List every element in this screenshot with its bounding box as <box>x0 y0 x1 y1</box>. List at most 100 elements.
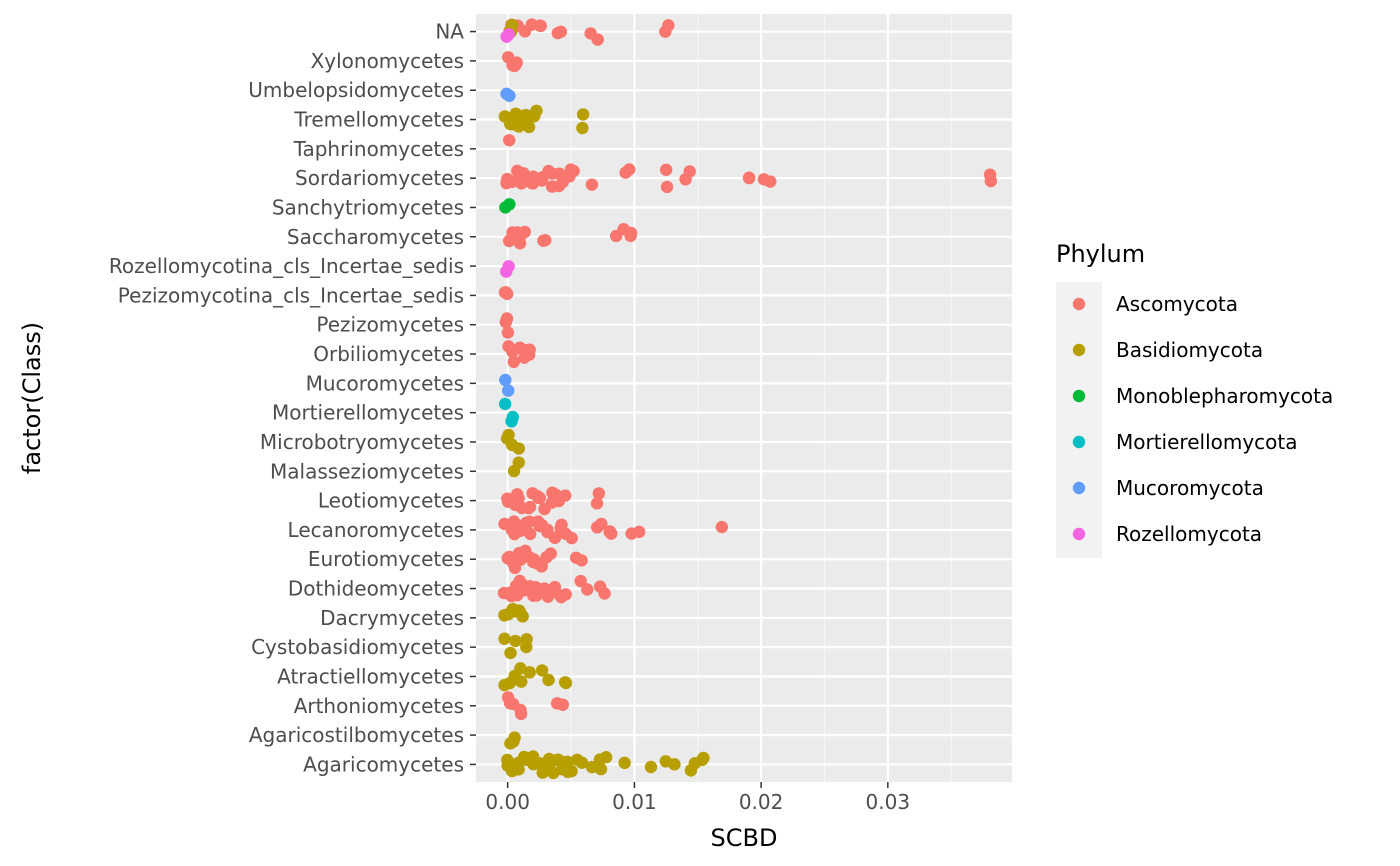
data-point <box>520 640 533 654</box>
y-tick-label: Rozellomycotina_cls_Incertae_sedis <box>109 254 464 278</box>
data-point <box>523 666 536 679</box>
data-point <box>511 488 524 501</box>
data-point <box>503 550 516 564</box>
data-point <box>618 756 631 770</box>
data-point <box>514 662 527 675</box>
data-point <box>500 312 514 325</box>
y-tick-label: Agaricomycetes <box>303 752 464 776</box>
legend-label: Basidiomycota <box>1116 338 1263 362</box>
data-point <box>591 33 604 46</box>
data-point <box>500 287 514 301</box>
data-point <box>595 517 608 531</box>
data-point <box>501 326 515 339</box>
data-point <box>574 574 587 588</box>
y-tick-label: Dothideomycetes <box>288 577 464 601</box>
data-point <box>537 234 550 247</box>
data-point <box>576 121 589 135</box>
data-point <box>561 755 574 768</box>
data-point <box>764 175 777 188</box>
data-point <box>668 758 681 771</box>
data-point <box>530 589 543 602</box>
y-tick-label: Pezizomycotina_cls_Incertae_sedis <box>118 283 464 307</box>
data-point <box>512 120 526 133</box>
y-tick-label: Eurotiomycetes <box>308 547 464 571</box>
legend-label: Ascomycota <box>1116 292 1238 316</box>
data-point <box>559 489 572 502</box>
data-point <box>632 525 646 539</box>
y-tick-label: Mortierellomycetes <box>272 401 464 425</box>
data-point <box>498 632 511 645</box>
data-point <box>533 19 547 32</box>
legend: Phylum Ascomycota Basidiomycota Monoblepha… <box>1056 240 1333 558</box>
data-point <box>984 174 998 188</box>
data-point <box>512 763 525 776</box>
legend-label: Mucoromycota <box>1116 476 1264 500</box>
data-point <box>508 59 521 73</box>
y-tick-label: Cystobasidiomycetes <box>251 635 464 659</box>
x-tick-label: 0.00 <box>485 790 530 814</box>
data-point <box>662 19 675 32</box>
x-axis-tick-labels: 0.00 0.01 0.02 0.03 <box>485 782 910 814</box>
y-tick-label: Dacrymycetes <box>320 606 464 630</box>
data-point <box>590 497 604 510</box>
data-point <box>504 646 517 660</box>
data-point <box>506 175 519 188</box>
x-tick-label: 0.01 <box>612 790 657 814</box>
data-point <box>507 515 521 528</box>
y-tick-label: Lecanoromycetes <box>288 518 464 542</box>
legend-entries: Ascomycota Basidiomycota Monoblepharomycot… <box>1072 292 1333 546</box>
data-point <box>516 610 529 623</box>
legend-key-dot <box>1072 527 1086 541</box>
data-point <box>499 201 512 214</box>
data-point <box>535 664 549 677</box>
data-point <box>660 180 674 194</box>
data-point <box>592 487 606 500</box>
data-point <box>564 163 577 176</box>
y-tick-label: Taphrinomycetes <box>293 137 464 161</box>
y-tick-label: Arthoniomycetes <box>294 694 464 718</box>
data-point <box>585 178 599 191</box>
data-point <box>523 515 536 528</box>
data-point <box>514 707 528 721</box>
data-point <box>523 500 537 514</box>
y-tick-label: Agaricostilbomycetes <box>249 723 464 747</box>
data-point <box>644 760 658 774</box>
data-point <box>715 520 729 534</box>
y-tick-label: NA <box>435 20 464 44</box>
data-point <box>512 456 525 469</box>
y-tick-label: Mucoromycetes <box>306 371 464 395</box>
data-point <box>594 762 608 776</box>
data-point <box>742 171 756 185</box>
data-point <box>506 410 520 424</box>
legend-label: Mortierellomycota <box>1116 430 1298 454</box>
x-tick-label: 0.03 <box>866 790 911 814</box>
data-point <box>523 527 537 541</box>
y-tick-label: Sordariomycetes <box>295 166 464 190</box>
y-tick-label: Orbiliomycetes <box>313 342 464 366</box>
data-point <box>522 348 536 361</box>
legend-title: Phylum <box>1056 240 1145 268</box>
data-point <box>509 634 522 648</box>
data-point <box>683 165 696 178</box>
data-point <box>499 373 512 387</box>
y-tick-label: Sanchytriomycetes <box>272 195 464 219</box>
legend-label: Monoblepharomycota <box>1116 384 1333 408</box>
x-tick-label: 0.02 <box>739 790 784 814</box>
data-point <box>508 731 521 744</box>
y-axis-tick-labels: Agaricomycetes Agaricostilbomycetes Arthon… <box>109 20 476 776</box>
y-tick-label: Leotiomycetes <box>318 489 464 513</box>
data-point <box>619 166 632 179</box>
data-point <box>565 764 578 778</box>
legend-key-dot <box>1072 435 1086 449</box>
x-axis-title: SCBD <box>711 824 778 852</box>
data-point <box>575 554 588 567</box>
y-tick-label: Microbotryomycetes <box>260 430 464 454</box>
data-point <box>575 756 589 769</box>
data-point <box>544 547 557 560</box>
data-point <box>624 229 637 243</box>
data-point <box>548 531 562 544</box>
data-point <box>542 673 555 687</box>
y-tick-label: Pezizomycetes <box>316 313 464 337</box>
data-point <box>502 260 515 273</box>
